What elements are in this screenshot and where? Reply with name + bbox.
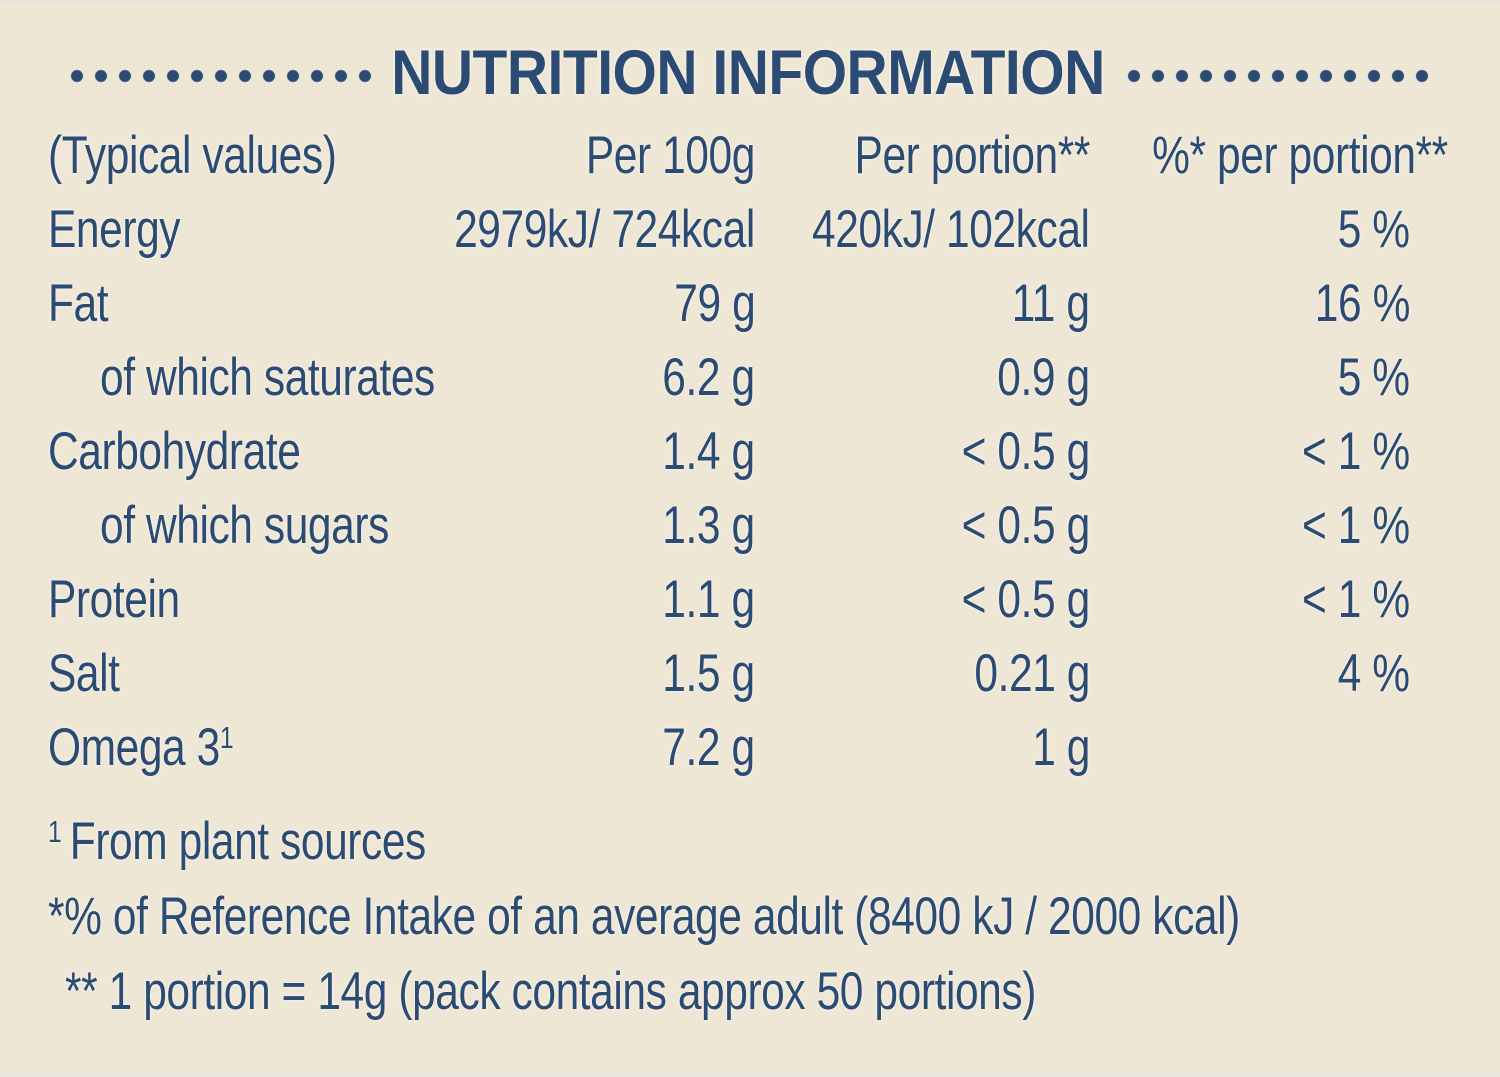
per-portion-value: < 0.5 g: [961, 495, 1091, 555]
percent-value: 5 %: [1338, 347, 1410, 407]
percent-value: < 1 %: [1302, 569, 1410, 629]
per-portion-value: 420kJ/ 102kcal: [812, 199, 1090, 259]
footnote-text: From plant sources: [69, 811, 427, 871]
table-row: of which saturates 6.2 g 0.9 g 5 %: [48, 340, 1448, 414]
row-label: of which saturates: [100, 347, 435, 407]
per-portion-value: 0.9 g: [997, 347, 1091, 407]
row-label: Omega 31: [48, 717, 234, 777]
table-row: Protein 1.1 g < 0.5 g < 1 %: [48, 562, 1448, 636]
header-per-100g: Per 100g: [585, 125, 756, 185]
per-portion-value: < 0.5 g: [961, 421, 1091, 481]
percent-value: < 1 %: [1302, 495, 1410, 555]
table-header-row: (Typical values) Per 100g Per portion** …: [48, 118, 1448, 192]
percent-value: 4 %: [1338, 643, 1410, 703]
header-typical-values: (Typical values): [48, 125, 337, 185]
per-portion-value: 1 g: [1032, 717, 1090, 777]
per-100g-value: 7.2 g: [662, 717, 756, 777]
per-portion-value: < 0.5 g: [961, 569, 1091, 629]
footnote-text: *% of Reference Intake of an average adu…: [48, 886, 1240, 946]
per-portion-value: 0.21 g: [974, 643, 1090, 703]
percent-value: < 1 %: [1302, 421, 1410, 481]
percent-value: 16 %: [1314, 273, 1411, 333]
row-label: of which sugars: [100, 495, 389, 555]
per-100g-value: 1.1 g: [662, 569, 756, 629]
label-content: NUTRITION INFORMATION (Typical values) P…: [0, 38, 1500, 1077]
row-label: Salt: [48, 643, 120, 703]
table-row: Salt 1.5 g 0.21 g 4 %: [48, 636, 1448, 710]
per-100g-value: 1.4 g: [662, 421, 756, 481]
table-row: Energy 2979kJ/ 724kcal 420kJ/ 102kcal 5 …: [48, 192, 1448, 266]
per-100g-value: 1.5 g: [662, 643, 756, 703]
footnote-text: ** 1 portion = 14g (pack contains approx…: [65, 961, 1036, 1021]
table-row: Fat 79 g 11 g 16 %: [48, 266, 1448, 340]
dot-leader-left: [66, 43, 374, 109]
per-100g-value: 79 g: [673, 273, 755, 333]
footnotes: 1 From plant sources *% of Reference Inta…: [48, 804, 1448, 1029]
row-label: Energy: [48, 199, 181, 259]
table-row: Omega 31 7.2 g 1 g: [48, 710, 1448, 784]
footnote-superscript: 1: [48, 815, 62, 850]
top-edge-strip: [0, 0, 1500, 4]
row-label: Fat: [48, 273, 109, 333]
row-label-superscript: 1: [219, 721, 234, 756]
row-label: Protein: [48, 569, 180, 629]
footnote: ** 1 portion = 14g (pack contains approx…: [48, 952, 1238, 1031]
per-100g-value: 1.3 g: [662, 495, 756, 555]
table-row: Carbohydrate 1.4 g < 0.5 g < 1 %: [48, 414, 1448, 488]
nutrition-rows: Energy 2979kJ/ 724kcal 420kJ/ 102kcal 5 …: [48, 192, 1448, 784]
footnote: 1 From plant sources: [48, 802, 1238, 881]
per-portion-value: 11 g: [1012, 273, 1090, 333]
percent-value: 5 %: [1338, 199, 1410, 259]
header-per-portion: Per portion**: [854, 125, 1091, 185]
per-100g-value: 6.2 g: [662, 347, 756, 407]
row-label: Carbohydrate: [48, 421, 301, 481]
page-title: NUTRITION INFORMATION: [391, 37, 1105, 109]
bottom-edge-strip: [0, 1072, 1500, 1077]
per-100g-value: 2979kJ/ 724kcal: [454, 199, 755, 259]
table-row: of which sugars 1.3 g < 0.5 g < 1 %: [48, 488, 1448, 562]
header-percent-per-portion: %* per portion**: [1152, 125, 1448, 185]
title-row: NUTRITION INFORMATION: [48, 38, 1448, 109]
footnote: *% of Reference Intake of an average adu…: [48, 877, 1240, 956]
dot-leader-right: [1122, 43, 1430, 109]
